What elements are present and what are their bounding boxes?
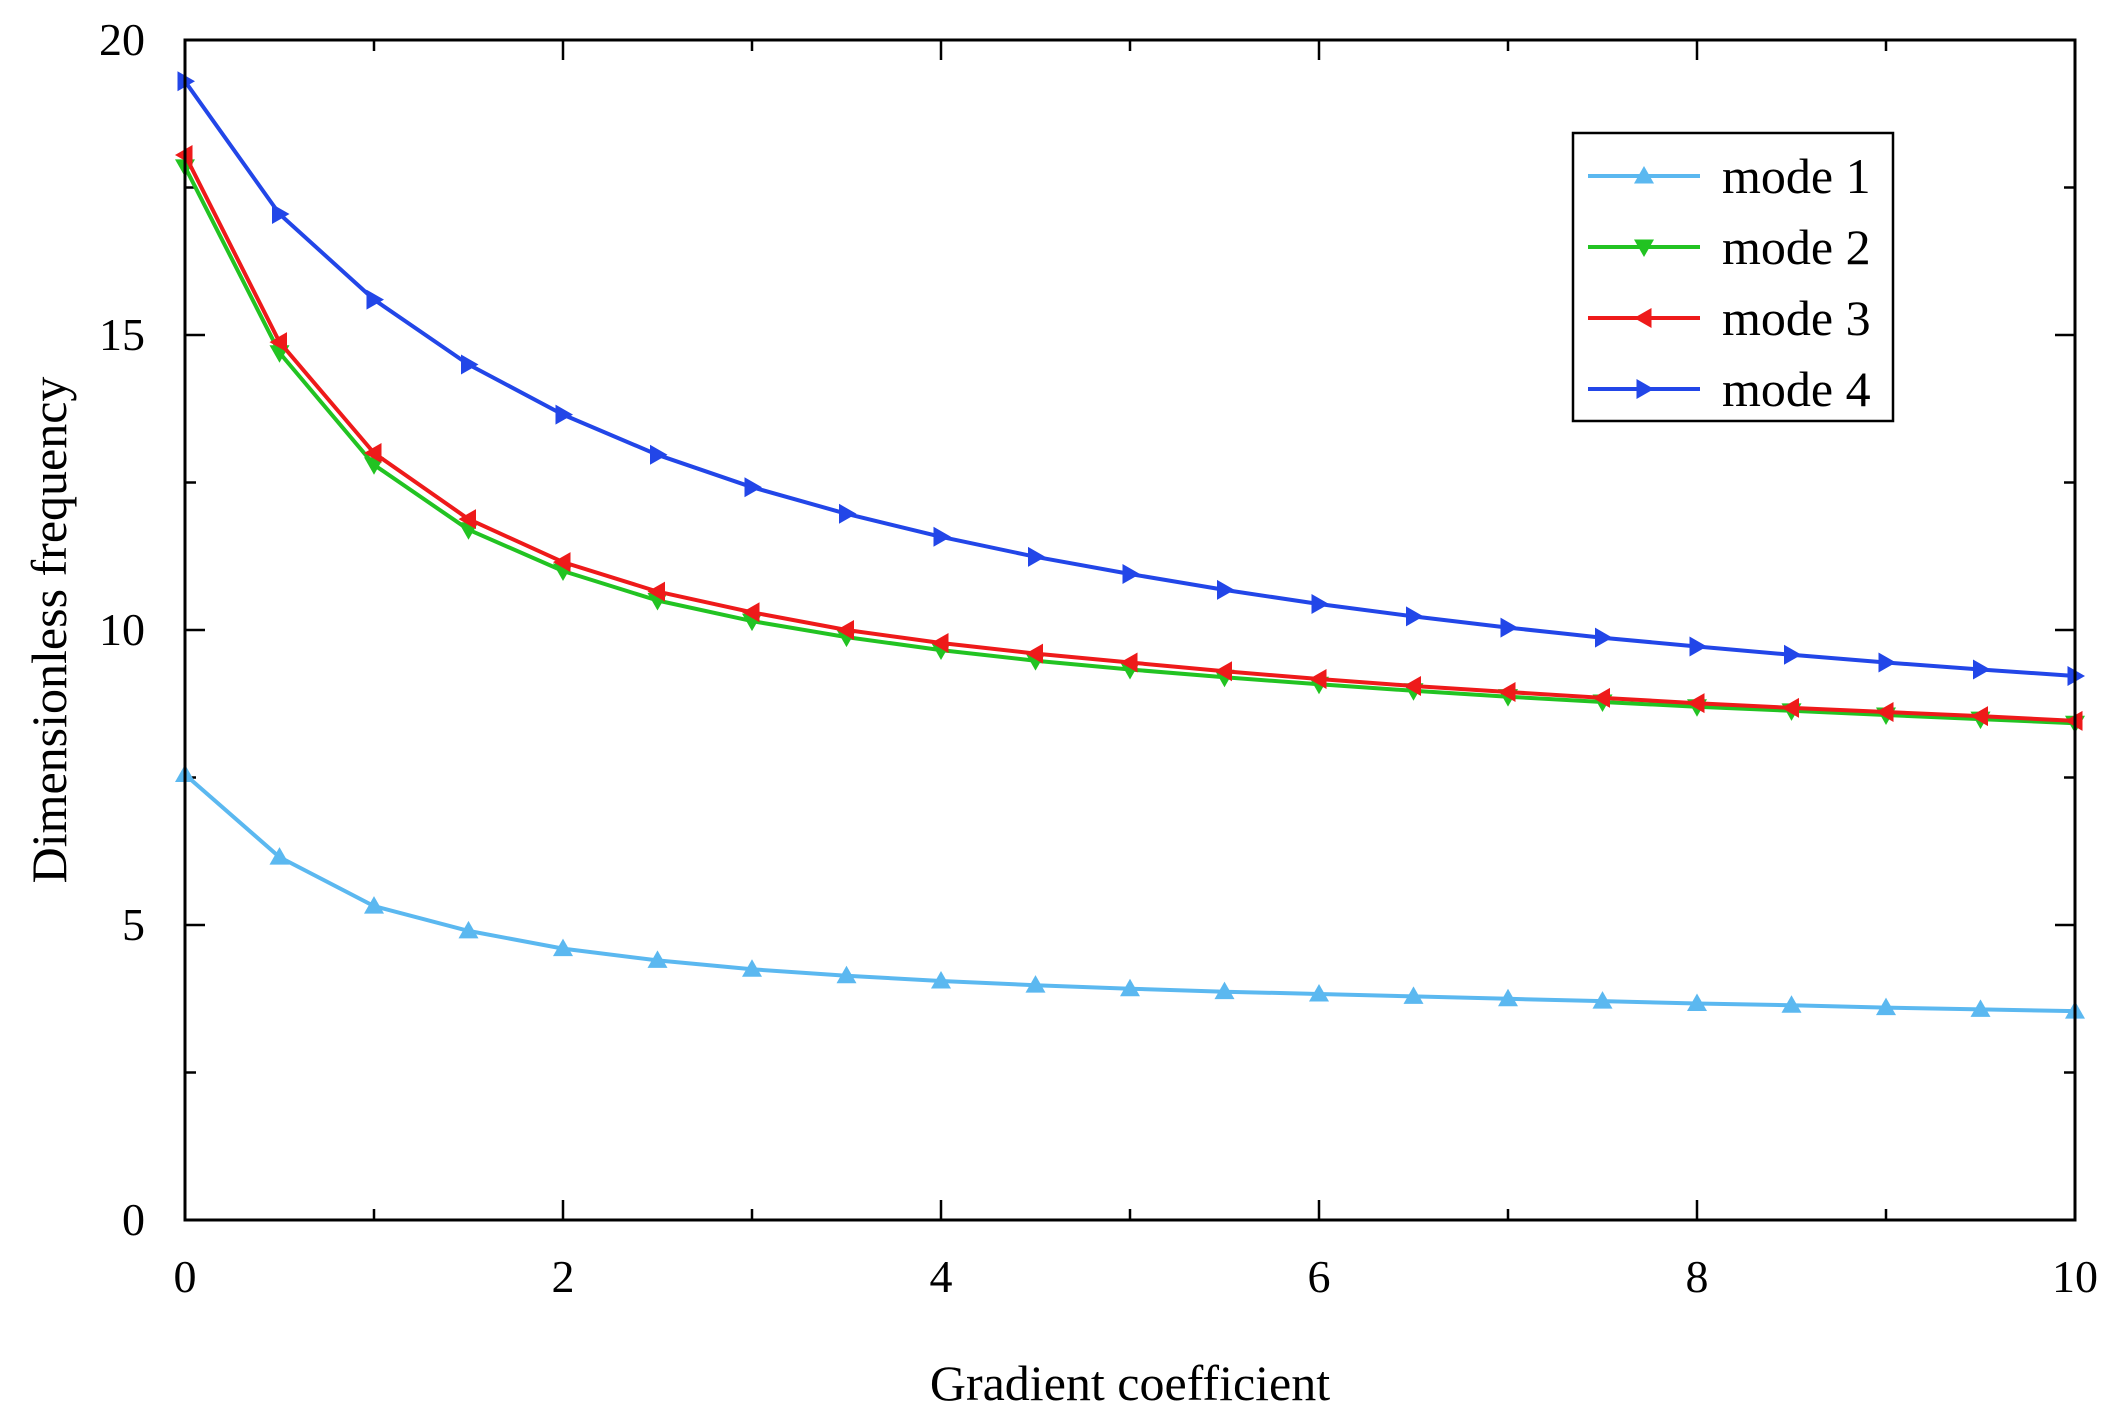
data-point <box>931 971 951 989</box>
data-point <box>269 332 287 353</box>
data-point <box>1406 606 1424 627</box>
data-point <box>836 965 857 984</box>
data-point <box>744 477 762 498</box>
data-point <box>1311 594 1329 615</box>
legend-label: mode 4 <box>1722 361 1871 417</box>
data-point <box>364 457 384 475</box>
data-point <box>1403 676 1421 697</box>
series-mode-4 <box>177 71 2085 687</box>
data-point <box>1122 563 1140 584</box>
legend-items: mode 1 mode 2 mode 3 mode 4 <box>1588 148 1871 417</box>
data-point <box>272 204 290 225</box>
tick-labels: 0 2 4 6 8 10 0 5 10 15 20 <box>99 14 2098 1302</box>
data-point <box>1214 661 1232 682</box>
data-point <box>839 503 857 524</box>
data-point <box>461 354 479 375</box>
data-point <box>269 847 290 865</box>
legend-swatch-marker <box>1634 166 1654 184</box>
data-point <box>933 526 951 547</box>
data-point <box>1309 668 1327 689</box>
data-point <box>458 509 476 530</box>
data-point <box>553 552 571 573</box>
data-point <box>1689 636 1707 657</box>
data-point <box>1970 706 1988 727</box>
data-point <box>647 950 668 968</box>
data-point <box>647 581 665 602</box>
data-point <box>742 959 762 977</box>
legend: mode 1 mode 2 mode 3 mode 4 <box>1571 131 1895 423</box>
legend-label: mode 3 <box>1722 290 1871 346</box>
data-point <box>650 444 668 465</box>
legend-label: mode 1 <box>1722 148 1871 204</box>
data-point <box>1309 984 1329 1002</box>
data-point <box>1781 995 1802 1013</box>
legend-item: mode 2 <box>1588 219 1871 275</box>
series-layer <box>175 71 2085 1019</box>
data-point <box>1217 579 1235 600</box>
data-point <box>1120 652 1138 673</box>
data-point <box>364 896 384 914</box>
data-point <box>1403 986 1424 1004</box>
data-point <box>1784 644 1802 665</box>
series-mode-3 <box>175 145 2083 731</box>
data-point <box>1970 999 1991 1017</box>
legend-box <box>1571 131 1895 423</box>
data-point <box>1025 975 1046 993</box>
x-tick-label: 4 <box>930 1251 953 1302</box>
legend-item: mode 3 <box>1588 290 1871 346</box>
legend-label: mode 2 <box>1722 219 1871 275</box>
y-tick-label: 5 <box>122 899 145 950</box>
x-tick-label: 10 <box>2052 1251 2098 1302</box>
plot-frame <box>183 38 2077 1222</box>
legend-swatch-marker <box>1634 308 1652 328</box>
legend-swatch-marker <box>1634 239 1654 257</box>
series-mode-1 <box>175 764 2085 1019</box>
data-point <box>1876 702 1894 723</box>
data-point <box>742 602 760 623</box>
x-tick-label: 8 <box>1686 1251 1709 1302</box>
data-point <box>1876 997 1896 1016</box>
data-point <box>1687 693 1705 714</box>
data-point <box>366 289 384 310</box>
data-point <box>1973 659 1991 680</box>
data-point <box>1500 617 1518 638</box>
data-point <box>1498 988 1518 1007</box>
data-point <box>1025 643 1043 664</box>
data-point <box>1781 697 1799 718</box>
y-tick-label: 0 <box>122 1194 145 1245</box>
y-tick-label: 15 <box>99 309 145 360</box>
data-point <box>555 404 573 425</box>
data-point <box>1120 978 1140 997</box>
legend-swatch-marker <box>1636 379 1654 399</box>
x-axis-title: Gradient coefficient <box>930 1355 1330 1411</box>
data-point <box>1498 681 1516 702</box>
data-point <box>1214 981 1235 1000</box>
legend-item: mode 4 <box>1588 361 1871 417</box>
data-point <box>1028 546 1046 567</box>
data-point <box>1878 652 1896 673</box>
data-point <box>931 632 949 653</box>
y-tick-label: 20 <box>99 14 145 65</box>
data-point <box>458 920 479 939</box>
y-axis-title: Dimensionless frequency <box>21 377 77 884</box>
x-tick-label: 0 <box>174 1251 197 1302</box>
data-point <box>836 620 854 640</box>
legend-item: mode 1 <box>1588 148 1871 204</box>
data-point <box>1592 687 1610 708</box>
data-point <box>364 443 382 463</box>
data-point <box>1595 627 1613 648</box>
x-tick-label: 6 <box>1308 1251 1331 1302</box>
data-point <box>553 938 573 957</box>
data-point <box>1592 991 1613 1009</box>
data-point <box>1687 993 1707 1011</box>
x-tick-label: 2 <box>552 1251 575 1302</box>
y-tick-label: 10 <box>99 604 145 655</box>
